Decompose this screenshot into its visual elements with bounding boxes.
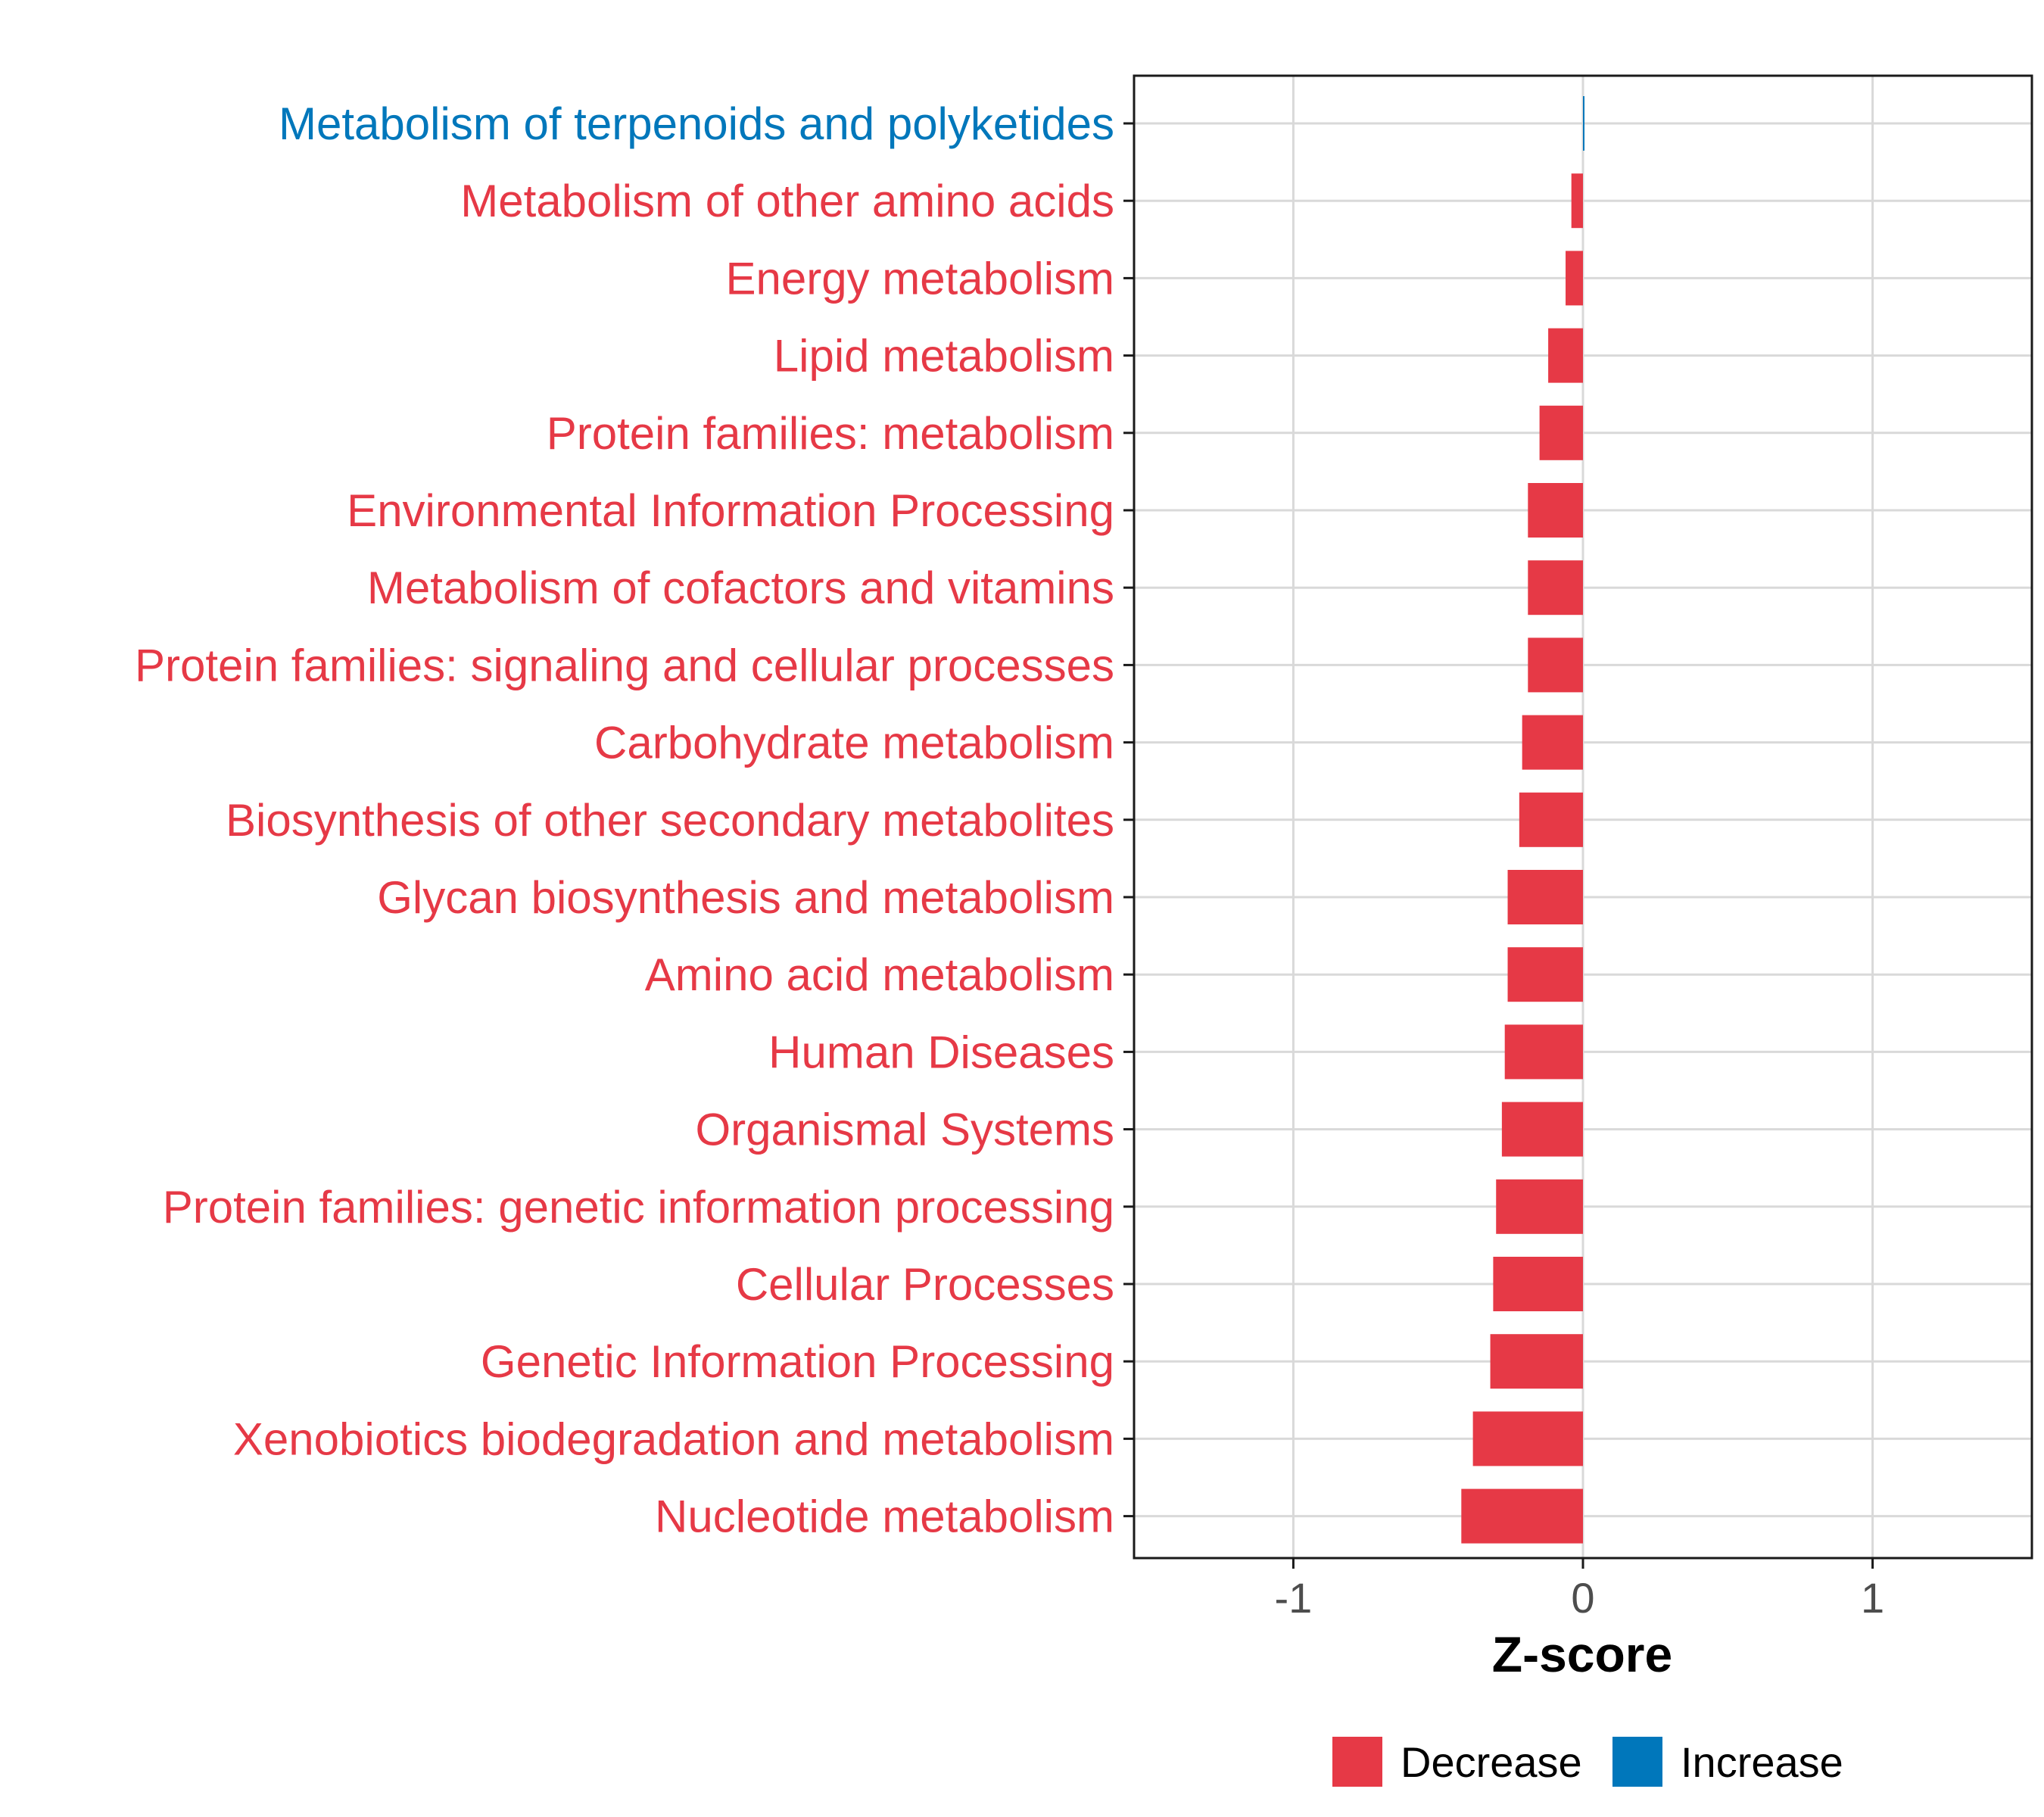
- category-labels: Metabolism of terpenoids and polyketides…: [135, 98, 1114, 1542]
- bar: [1583, 96, 1584, 151]
- x-tick-label: 0: [1571, 1574, 1594, 1622]
- category-label: Metabolism of cofactors and vitamins: [367, 563, 1114, 613]
- category-label: Protein families: genetic information pr…: [163, 1182, 1114, 1233]
- bar: [1528, 637, 1583, 693]
- bar: [1566, 251, 1583, 306]
- category-label: Protein families: signaling and cellular…: [135, 640, 1114, 690]
- bar: [1490, 1334, 1583, 1389]
- bars: [1461, 96, 1584, 1544]
- category-label: Lipid metabolism: [774, 331, 1114, 382]
- category-label: Xenobiotics biodegradation and metabolis…: [233, 1413, 1114, 1464]
- category-label: Metabolism of terpenoids and polyketides: [279, 98, 1114, 149]
- x-tick-label: 1: [1861, 1574, 1884, 1622]
- legend-swatch: [1612, 1737, 1662, 1787]
- bar: [1461, 1488, 1583, 1544]
- legend-label: Increase: [1681, 1738, 1843, 1786]
- bar: [1493, 1257, 1583, 1311]
- bar: [1571, 173, 1583, 229]
- bar: [1472, 1411, 1583, 1466]
- category-label: Amino acid metabolism: [645, 949, 1114, 1000]
- bar: [1528, 560, 1583, 616]
- bar: [1522, 715, 1583, 770]
- category-label: Energy metabolism: [725, 253, 1114, 304]
- bar: [1507, 870, 1583, 924]
- bar: [1528, 483, 1583, 538]
- category-label: Metabolism of other amino acids: [460, 176, 1114, 226]
- category-label: Organismal Systems: [696, 1105, 1114, 1155]
- y-axis-ticks: [1123, 122, 1134, 1518]
- x-axis-title: Z-score: [1492, 1626, 1672, 1682]
- bar: [1501, 1102, 1583, 1157]
- category-label: Human Diseases: [768, 1027, 1114, 1077]
- bar: [1519, 792, 1583, 847]
- bar: [1548, 328, 1583, 383]
- bar: [1507, 947, 1583, 1002]
- x-tick-label: -1: [1275, 1574, 1313, 1622]
- legend: Decrease Increase: [1332, 1737, 1843, 1787]
- bar: [1539, 405, 1583, 460]
- legend-swatch: [1332, 1737, 1382, 1787]
- legend-item-increase: Increase: [1612, 1737, 1843, 1787]
- legend-label: Decrease: [1401, 1738, 1582, 1786]
- bar: [1496, 1179, 1583, 1234]
- category-label: Glycan biosynthesis and metabolism: [377, 872, 1114, 923]
- category-label: Carbohydrate metabolism: [594, 718, 1114, 768]
- category-label: Genetic Information Processing: [481, 1336, 1114, 1387]
- category-label: Protein families: metabolism: [547, 408, 1114, 459]
- category-label: Biosynthesis of other secondary metaboli…: [226, 795, 1114, 846]
- category-label: Nucleotide metabolism: [655, 1491, 1114, 1542]
- x-axis-ticks: -1 0 1: [1275, 1558, 1884, 1622]
- legend-item-decrease: Decrease: [1332, 1737, 1582, 1787]
- category-label: Environmental Information Processing: [347, 485, 1114, 536]
- bar: [1504, 1024, 1583, 1080]
- category-label: Cellular Processes: [736, 1259, 1114, 1310]
